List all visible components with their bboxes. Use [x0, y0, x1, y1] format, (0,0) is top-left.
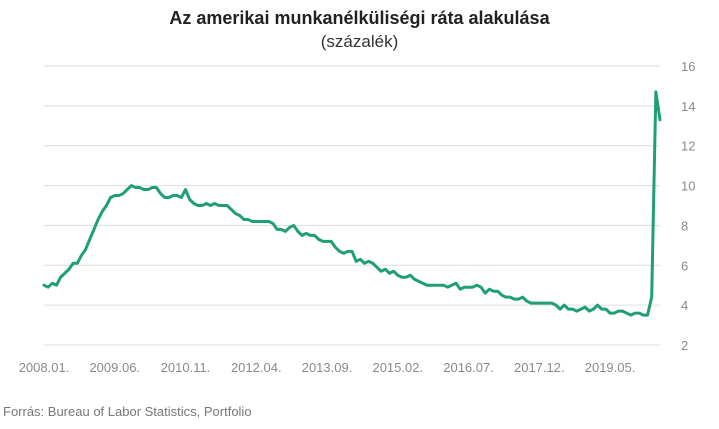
y-tick-label: 4 [681, 298, 688, 313]
y-tick-label: 2 [681, 338, 688, 353]
chart-subtitle: (százalék) [320, 32, 399, 51]
x-tick-label: 2019.05. [585, 360, 636, 375]
x-tick-label: 2008.01. [19, 360, 70, 375]
y-tick-label: 10 [681, 179, 695, 194]
grid-layer [44, 65, 660, 346]
x-tick-label: 2010.11. [161, 360, 211, 375]
series-layer [42, 90, 662, 317]
source-note: Forrás: Bureau of Labor Statistics, Port… [3, 404, 252, 419]
y-tick-label: 16 [681, 59, 695, 74]
x-tick-label: 2012.04. [231, 360, 282, 375]
y-tick-label: 8 [681, 218, 688, 233]
unemployment-rate-line [42, 90, 662, 317]
x-tick-label: 2017.12. [514, 360, 565, 375]
x-tick-label: 2015.02. [372, 360, 423, 375]
y-tick-label: 14 [681, 99, 695, 114]
x-tick-label: 2013.09. [302, 360, 353, 375]
y-tick-label: 6 [681, 258, 688, 273]
x-tick-label: 2009.06. [89, 360, 140, 375]
y-tick-label: 12 [681, 139, 695, 154]
x-tick-label: 2016.07. [443, 360, 494, 375]
axis-layer: 2 4 6 8 10 12 14 16 2008.01. 2009.06. 2010.11. 2012… [19, 59, 696, 375]
chart-title: Az amerikai munkanélküliségi ráta alakul… [169, 8, 550, 28]
